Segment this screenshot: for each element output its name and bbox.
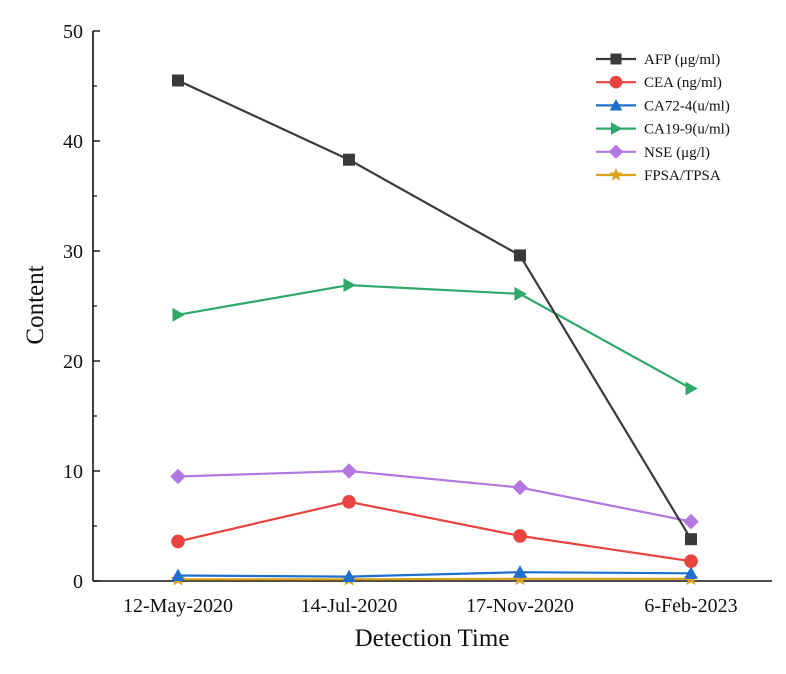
data-point [684, 566, 698, 579]
legend-entry: CA72-4(u/ml) [596, 98, 730, 114]
series-0 [172, 74, 697, 546]
legend-label: AFP (μg/ml) [644, 52, 720, 68]
legend-marker [610, 53, 622, 65]
legend-marker [609, 99, 623, 111]
y-tick-label: 0 [73, 571, 83, 593]
y-tick-label: 10 [63, 461, 83, 483]
data-point [172, 74, 184, 87]
x-tick-label: 6-Feb-2023 [644, 595, 737, 617]
data-point [514, 249, 526, 262]
x-tick-label: 17-Nov-2020 [466, 595, 574, 617]
data-point [513, 565, 527, 578]
legend-marker [609, 75, 623, 89]
axes: 0 10 20 30 40 50 12-May-2020 14-Jul-2020 17-Nov-… [63, 21, 772, 617]
data-point [171, 568, 185, 582]
y-axis-title: Content [22, 265, 49, 344]
data-point [341, 463, 357, 479]
legend-label: CEA (ng/ml) [644, 75, 722, 91]
data-point [685, 533, 697, 546]
data-point [685, 381, 698, 396]
data-point [343, 153, 355, 166]
y-tick-label: 40 [63, 131, 83, 153]
data-point [512, 479, 528, 496]
series-4 [170, 463, 699, 530]
data-point [342, 495, 356, 509]
series-line [177, 571, 692, 578]
data-point [683, 513, 699, 530]
legend-marker [609, 167, 623, 181]
y-tick-label: 20 [63, 351, 83, 373]
x-tick-label: 14-Jul-2020 [301, 595, 398, 617]
legend-entry: NSE (μg/l) [596, 144, 710, 161]
data-point [514, 287, 527, 301]
data-point [684, 554, 698, 568]
legend-marker [610, 122, 623, 135]
series-line [177, 79, 692, 540]
legend-label: CA19-9(u/ml) [644, 122, 730, 138]
y-tick-label: 50 [63, 21, 83, 43]
legend-entry: FPSA/TPSA [596, 167, 721, 184]
x-tick-label: 12-May-2020 [123, 595, 233, 617]
data-point [170, 468, 186, 485]
y-tick-label: 30 [63, 241, 83, 263]
series-line [177, 284, 692, 390]
data-point [171, 534, 185, 549]
series-2 [171, 565, 698, 583]
series-layer [170, 74, 699, 586]
legend-label: NSE (μg/l) [644, 145, 710, 161]
data-point [512, 571, 528, 586]
data-point [343, 278, 356, 292]
legend: AFP (μg/ml) CEA (ng/ml) CA72-4(u/ml) CA19-9… [596, 52, 730, 184]
series-line [177, 469, 692, 523]
series-line [177, 500, 692, 563]
legend-label: FPSA/TPSA [644, 168, 721, 184]
data-point [342, 569, 356, 583]
series-1 [171, 495, 698, 568]
x-axis-title: Detection Time [355, 625, 510, 652]
legend-entry: AFP (μg/ml) [596, 52, 720, 68]
data-point [172, 307, 185, 322]
data-point [513, 529, 527, 543]
legend-entry: CA19-9(u/ml) [596, 122, 730, 138]
series-3 [172, 278, 698, 396]
legend-marker [608, 144, 624, 159]
series-line [178, 577, 691, 581]
legend-entry: CEA (ng/ml) [596, 75, 722, 91]
legend-label: CA72-4(u/ml) [644, 98, 730, 114]
